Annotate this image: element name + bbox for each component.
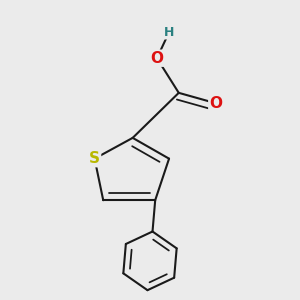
Text: S: S bbox=[89, 151, 100, 166]
Text: H: H bbox=[164, 26, 174, 39]
Text: O: O bbox=[209, 96, 222, 111]
Text: O: O bbox=[150, 51, 164, 66]
